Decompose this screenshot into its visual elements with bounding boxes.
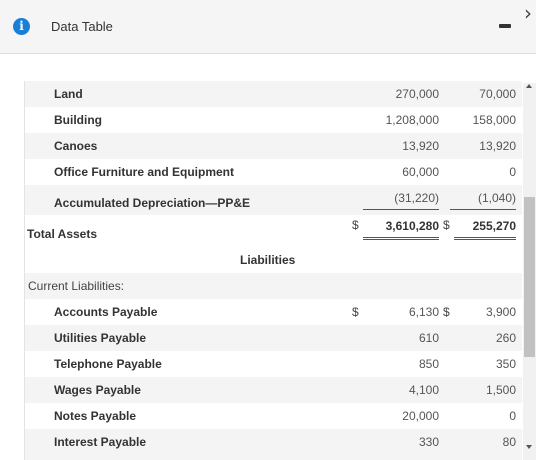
value-col1: (31,220) xyxy=(363,187,439,210)
row-label: Land xyxy=(54,87,83,101)
scroll-down-arrow-icon[interactable] xyxy=(526,445,532,449)
close-button[interactable]: › xyxy=(524,1,532,25)
row-label: Accumulated Depreciation—PP&E xyxy=(54,196,251,210)
balance-sheet-table: Land 270,000 70,000 Building 1,208,000 1… xyxy=(24,81,522,460)
row-label: Accounts Payable xyxy=(54,305,158,319)
liabilities-heading: Liabilities xyxy=(240,253,296,267)
dialog-title: Data Table xyxy=(51,19,113,34)
dollar-sign: $ xyxy=(443,305,450,319)
table-row: Accounts Payable $ 6,130 $ 3,900 xyxy=(25,299,522,325)
value-col2: 350 xyxy=(495,357,516,371)
row-label: Notes Payable xyxy=(54,409,137,423)
value-col2: 0 xyxy=(509,409,516,423)
row-label: Utilities Payable xyxy=(54,331,147,345)
table-row: Building 1,208,000 158,000 xyxy=(25,107,522,133)
value-col2: 0 xyxy=(509,165,516,179)
row-label: Wages Payable xyxy=(54,383,141,397)
value-col1: 270,000 xyxy=(395,87,439,101)
table-row: Land 270,000 70,000 xyxy=(25,81,522,107)
row-label: Canoes xyxy=(54,139,98,153)
value-col2: 13,920 xyxy=(479,139,516,153)
scroll-area[interactable]: Land 270,000 70,000 Building 1,208,000 1… xyxy=(0,55,536,460)
scroll-up-arrow-icon[interactable] xyxy=(526,84,532,88)
value-col2: 260 xyxy=(495,331,516,345)
dollar-sign: $ xyxy=(352,305,359,319)
value-col1: 20,000 xyxy=(402,409,439,423)
table-row: Telephone Payable 850 350 xyxy=(25,351,522,377)
current-liabilities-heading: Current Liabilities: xyxy=(28,279,125,293)
info-icon: i xyxy=(13,18,30,35)
table-row: Utilities Payable 610 260 xyxy=(25,325,522,351)
total-col1: 3,610,280 xyxy=(363,215,439,240)
value-col1: 60,000 xyxy=(402,165,439,179)
value-col1: 610 xyxy=(418,331,439,345)
table-row-subheading: Current Liabilities: xyxy=(25,273,522,299)
value-col1: 6,130 xyxy=(408,305,439,319)
table-row: Interest Payable 330 80 xyxy=(25,429,522,460)
row-label: Interest Payable xyxy=(54,435,147,449)
value-col1: 4,100 xyxy=(408,383,439,397)
value-col2: 70,000 xyxy=(479,87,516,101)
table-row: Accumulated Depreciation—PP&E (31,220) (… xyxy=(25,185,522,215)
dialog-header: i Data Table › xyxy=(0,0,536,54)
table-row: Canoes 13,920 13,920 xyxy=(25,133,522,159)
table-row: Office Furniture and Equipment 60,000 0 xyxy=(25,159,522,185)
value-col1: 330 xyxy=(418,435,439,449)
value-col1: 1,208,000 xyxy=(385,113,439,127)
row-label: Building xyxy=(54,113,102,127)
minimize-button[interactable] xyxy=(499,20,511,32)
value-col2: 1,500 xyxy=(485,383,516,397)
value-col1: 850 xyxy=(418,357,439,371)
table-row: Notes Payable 20,000 0 xyxy=(25,403,522,429)
value-col2: 3,900 xyxy=(485,305,516,319)
scrollbar-thumb[interactable] xyxy=(524,197,535,357)
value-col2: 158,000 xyxy=(472,113,516,127)
table-row-heading: Liabilities xyxy=(25,247,522,273)
dollar-sign: $ xyxy=(443,218,450,232)
row-label: Office Furniture and Equipment xyxy=(54,165,235,179)
value-col2: 80 xyxy=(502,435,516,449)
table-row: Wages Payable 4,100 1,500 xyxy=(25,377,522,403)
row-label: Telephone Payable xyxy=(54,357,162,371)
total-col2: 255,270 xyxy=(454,215,516,240)
value-col2: (1,040) xyxy=(450,187,516,210)
dollar-sign: $ xyxy=(352,218,359,232)
value-col1: 13,920 xyxy=(402,139,439,153)
table-row-total-assets: Total Assets $ 3,610,280 $ 255,270 xyxy=(25,215,522,247)
total-assets-label: Total Assets xyxy=(27,227,98,241)
